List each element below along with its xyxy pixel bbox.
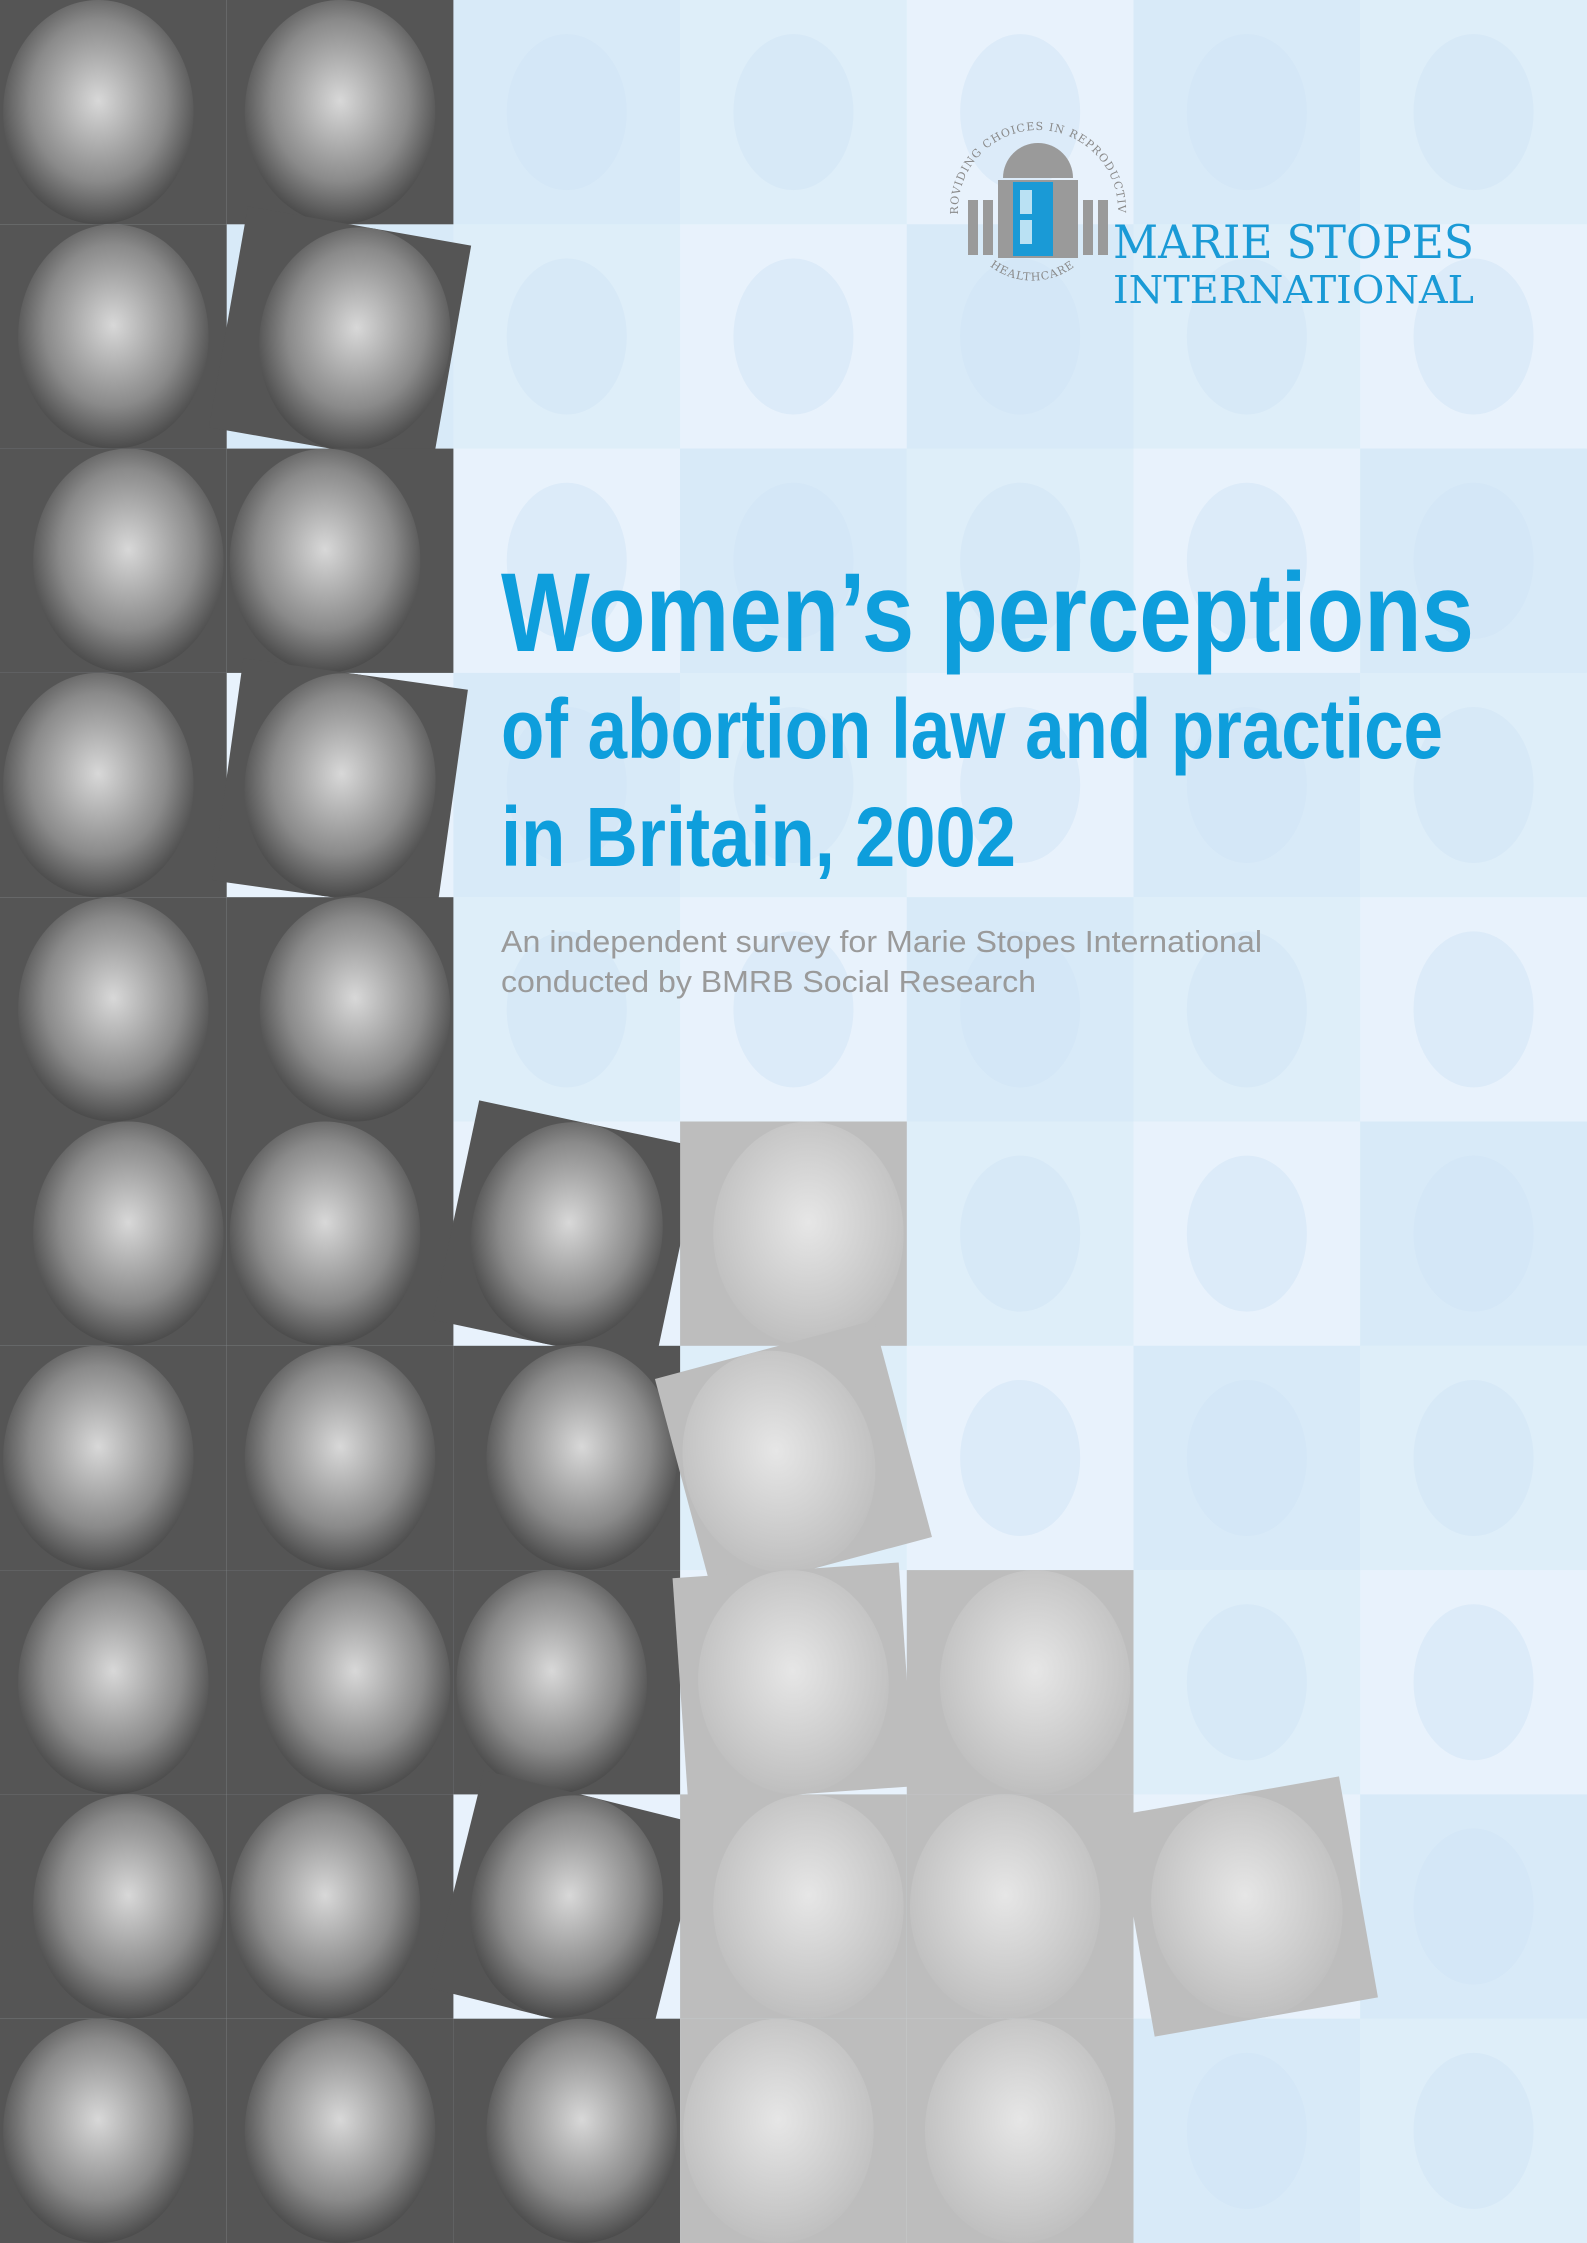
photo	[227, 1346, 454, 1570]
photo-face	[3, 0, 193, 224]
photo	[0, 449, 227, 673]
photo-face	[245, 1346, 435, 1570]
photo	[227, 2019, 454, 2243]
photo-face	[260, 1570, 450, 1794]
photo-face	[18, 224, 208, 448]
background-face	[507, 34, 627, 190]
photo	[0, 2019, 227, 2243]
logo-door	[1013, 182, 1053, 256]
page: PROVIDING CHOICES IN REPRODUCTIVE HEALTH…	[0, 0, 1587, 2243]
photo-face	[33, 1122, 223, 1346]
photo-face	[260, 897, 450, 1121]
logo-panel	[1020, 220, 1032, 244]
background-face	[1414, 1156, 1534, 1312]
background-face	[1187, 2053, 1307, 2209]
subtitle-line: conducted by BMRB Social Research	[501, 964, 1036, 999]
background-face	[1187, 1604, 1307, 1760]
photo	[680, 1122, 907, 1346]
photo	[0, 1570, 227, 1794]
background-face	[1414, 931, 1534, 1087]
photo-face	[18, 1570, 208, 1794]
photo-face	[3, 2019, 193, 2243]
photo	[227, 897, 454, 1121]
photo-face	[245, 0, 435, 224]
photo	[0, 1346, 227, 1570]
photo	[673, 1562, 915, 1802]
photo	[433, 1100, 701, 1367]
photo-face	[18, 897, 208, 1121]
background-face	[1187, 34, 1307, 190]
photo	[453, 2019, 680, 2243]
photo	[907, 1570, 1134, 1794]
title-line: of abortion law and practice	[501, 682, 1443, 776]
photo-face	[230, 1122, 420, 1346]
title-line: in Britain, 2002	[501, 790, 1016, 884]
photo	[680, 1794, 907, 2018]
title-line: Women’s perceptions	[501, 550, 1474, 675]
photo	[453, 1346, 680, 1570]
background-face	[1187, 1156, 1307, 1312]
photo-face	[3, 1346, 193, 1570]
photo-face	[713, 1122, 903, 1346]
photo	[1116, 1776, 1378, 2036]
photo-face	[3, 673, 193, 897]
logo-panel	[1020, 190, 1032, 214]
photo	[0, 897, 227, 1121]
photo	[0, 673, 227, 897]
cover: PROVIDING CHOICES IN REPRODUCTIVE HEALTH…	[0, 0, 1587, 2243]
photo-face	[33, 1794, 223, 2018]
photo-face	[245, 2019, 435, 2243]
logo-name: MARIE STOPES	[1113, 215, 1474, 269]
photo	[227, 1794, 454, 2018]
photo-face	[487, 1346, 677, 1570]
background-face	[960, 1156, 1080, 1312]
logo-railing	[1098, 200, 1108, 255]
photo	[227, 1570, 454, 1794]
photo-face	[940, 1570, 1130, 1794]
photo	[907, 1794, 1134, 2018]
subtitle-line: An independent survey for Marie Stopes I…	[501, 924, 1262, 959]
background-face	[1414, 2053, 1534, 2209]
photo	[0, 1122, 227, 1346]
photo	[907, 2019, 1134, 2243]
logo-railing	[1083, 200, 1093, 255]
photo-face	[683, 2019, 873, 2243]
background-face	[733, 258, 853, 414]
background-face	[1414, 1380, 1534, 1536]
photo	[453, 1570, 680, 1794]
background-face	[960, 1380, 1080, 1536]
background-face	[1414, 34, 1534, 190]
photo-face	[713, 1794, 903, 2018]
photo	[227, 0, 454, 224]
background-face	[1187, 1380, 1307, 1536]
logo-railing	[968, 200, 978, 255]
photo	[227, 449, 454, 673]
photo-face	[910, 1794, 1100, 2018]
photo	[227, 1122, 454, 1346]
background-face	[1414, 1604, 1534, 1760]
photo-face	[925, 2019, 1115, 2243]
photo	[209, 206, 471, 466]
photo	[0, 224, 227, 448]
photo-face	[230, 449, 420, 673]
logo-name: INTERNATIONAL	[1113, 268, 1474, 312]
photo-face	[230, 1794, 420, 2018]
photo	[0, 1794, 227, 2018]
background-face	[1414, 1829, 1534, 1985]
photo	[680, 2019, 907, 2243]
photo-face	[487, 2019, 677, 2243]
background-face	[507, 258, 627, 414]
logo-railing	[983, 200, 993, 255]
photo-face	[457, 1570, 647, 1794]
background-face	[733, 34, 853, 190]
photo	[212, 658, 468, 912]
photo-face	[33, 449, 223, 673]
photo	[0, 0, 227, 224]
